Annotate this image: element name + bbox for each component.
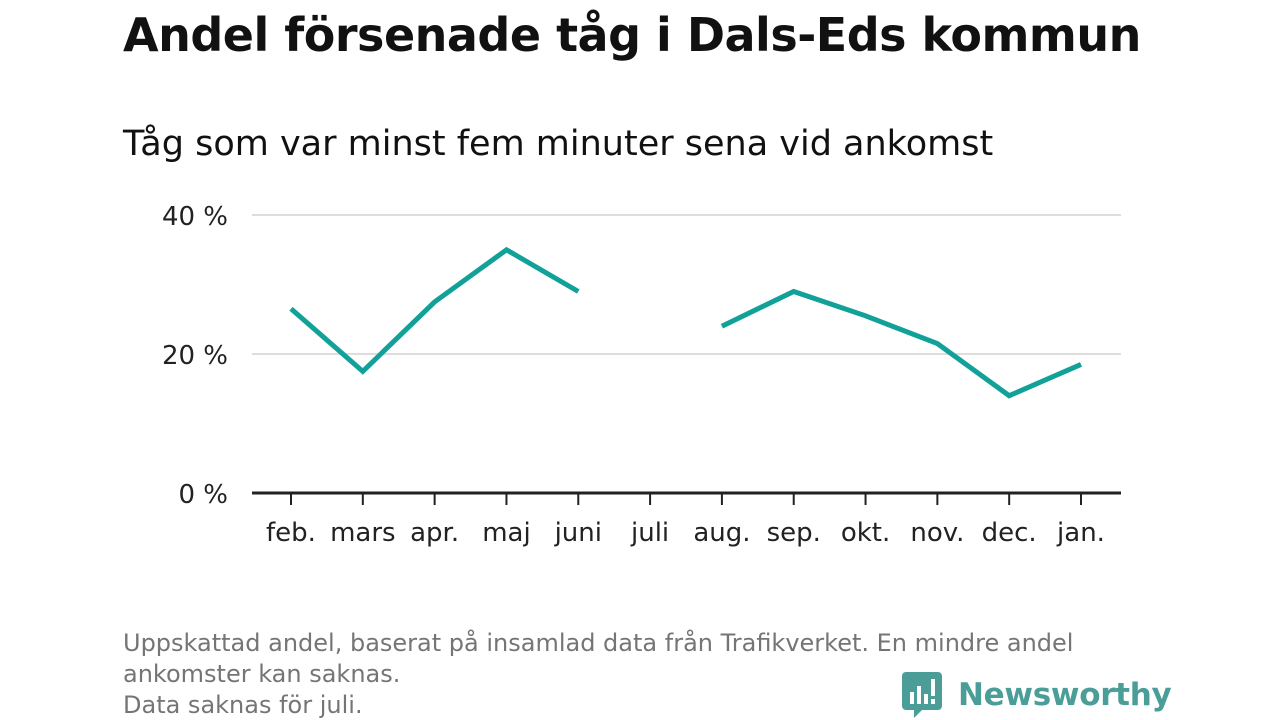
x-tick-label: juni — [554, 518, 602, 548]
footer-note-line-1: Uppskattad andel, baserat på insamlad da… — [123, 629, 1074, 657]
series-line-segment — [289, 246, 580, 375]
footer-note: Uppskattad andel, baserat på insamlad da… — [123, 628, 1163, 720]
x-axis-ticks: feb. mars apr. maj juni juli aug. sep. okt. nov. d… — [266, 493, 1105, 548]
x-tick-label: maj — [482, 518, 530, 548]
x-tick-label: apr. — [410, 518, 459, 548]
x-tick-label: sep. — [767, 518, 821, 548]
y-axis-ticks: 0 % 20 % 40 % — [162, 202, 228, 510]
brand-name: Newsworthy — [958, 677, 1172, 713]
x-tick-label: jan. — [1056, 518, 1105, 548]
x-tick-label: juli — [630, 518, 669, 548]
chart-title: Andel försenade tåg i Dals-Eds kommun — [123, 8, 1141, 62]
gridlines — [252, 214, 1121, 355]
series-line-segment — [720, 288, 1082, 399]
x-tick-label: dec. — [982, 518, 1037, 548]
x-tick-label: nov. — [910, 518, 964, 548]
series-lines — [289, 246, 1082, 399]
footer-note-line-3: Data saknas för juli. — [123, 691, 363, 719]
y-tick-label: 40 % — [162, 202, 228, 232]
x-tick-label: okt. — [841, 518, 890, 548]
newsworthy-logo-icon — [902, 672, 942, 718]
chart-subtitle: Tåg som var minst fem minuter sena vid a… — [123, 124, 994, 164]
x-tick-label: feb. — [266, 518, 316, 548]
y-tick-label: 0 % — [178, 480, 228, 510]
footer-note-line-2: ankomster kan saknas. — [123, 660, 401, 688]
x-tick-label: mars — [330, 518, 396, 548]
line-chart: 0 % 20 % 40 % feb. mars apr. maj juni juli aug. s… — [162, 202, 1121, 548]
brand: Newsworthy — [902, 670, 1172, 720]
y-tick-label: 20 % — [162, 341, 228, 371]
x-tick-label: aug. — [693, 518, 750, 548]
